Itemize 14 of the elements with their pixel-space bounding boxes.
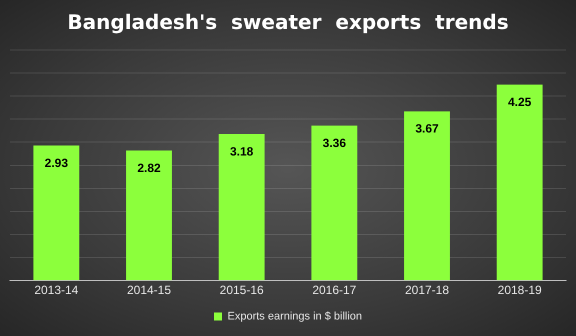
x-tick-label: 2015-16 — [220, 283, 264, 298]
x-tick-label: 2014-15 — [126, 283, 172, 298]
x-tick-label: 2017-18 — [404, 283, 450, 298]
data-label: 4.25 — [508, 94, 532, 109]
data-label: 2.93 — [44, 156, 68, 170]
chart-title: Bangladesh's sweater exports trends — [67, 10, 509, 34]
data-label: 3.18 — [230, 144, 254, 158]
x-tick-label: 2016-17 — [312, 283, 357, 298]
legend-label: Exports earnings in $ billion — [227, 310, 362, 323]
data-label: 3.36 — [322, 136, 346, 150]
data-label: 2.82 — [137, 160, 161, 175]
x-tick-label: 2018-19 — [498, 283, 542, 298]
data-label: 3.67 — [415, 122, 439, 136]
x-tick-label: 2013-14 — [34, 283, 79, 298]
